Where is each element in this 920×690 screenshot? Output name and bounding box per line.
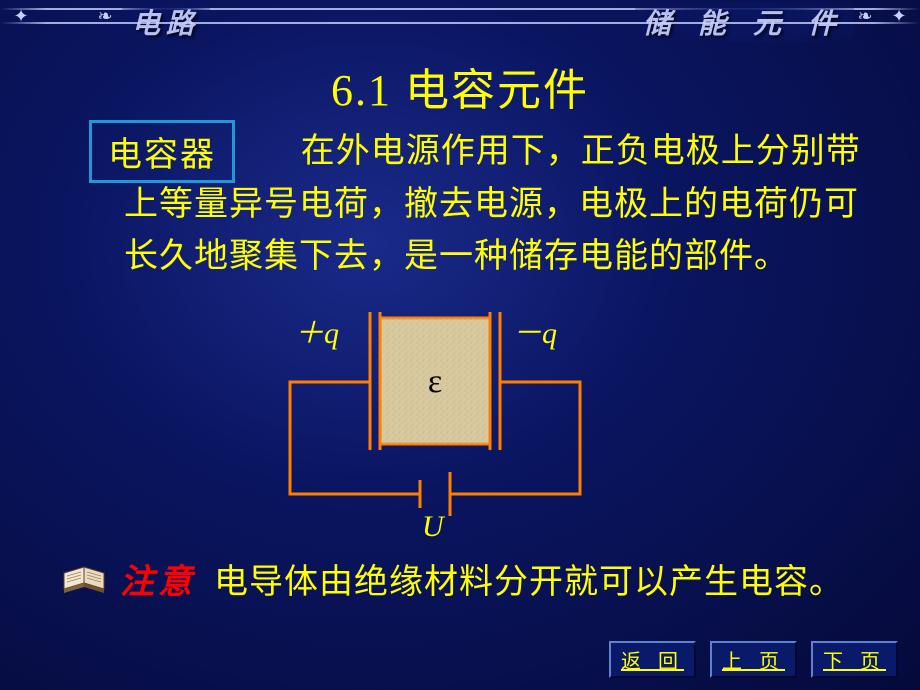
deco-right-1: ✦ [884, 6, 914, 26]
top-bar: ✦ ❧ ✦ ❧ 电路 储 能 元 件 [0, 0, 920, 36]
deco-right-2: ❧ [850, 6, 880, 26]
epsilon-label: ε [428, 363, 442, 400]
header-left-label: 电路 [122, 2, 210, 42]
minus-q-label: －q [512, 308, 557, 352]
plus-q-label: ＋q [294, 308, 339, 352]
nav-prev-button[interactable]: 上 页 [710, 641, 797, 678]
book-icon [60, 561, 110, 597]
nav-bar: 返 回 上 页 下 页 [609, 641, 898, 678]
header-right-label: 储 能 元 件 [635, 2, 854, 42]
capacitor-diagram: ε ＋q －q U [260, 312, 620, 542]
note-label: 注意 [120, 554, 196, 603]
deco-left-2: ❧ [90, 6, 120, 26]
note-row: 注意 电导体由绝缘材料分开就可以产生电容。 [60, 554, 844, 603]
page-title: 6.1 电容元件 [0, 54, 920, 118]
voltage-u-label: U [422, 510, 444, 544]
nav-next-button[interactable]: 下 页 [811, 641, 898, 678]
body-paragraph: 在外电源作用下，正负电极上分别带上等量异号电荷，撤去电源，电极上的电荷仍可长久地… [124, 126, 874, 284]
nav-back-button[interactable]: 返 回 [609, 641, 696, 678]
note-text: 电导体由绝缘材料分开就可以产生电容。 [214, 554, 844, 603]
deco-left-1: ✦ [6, 6, 36, 26]
